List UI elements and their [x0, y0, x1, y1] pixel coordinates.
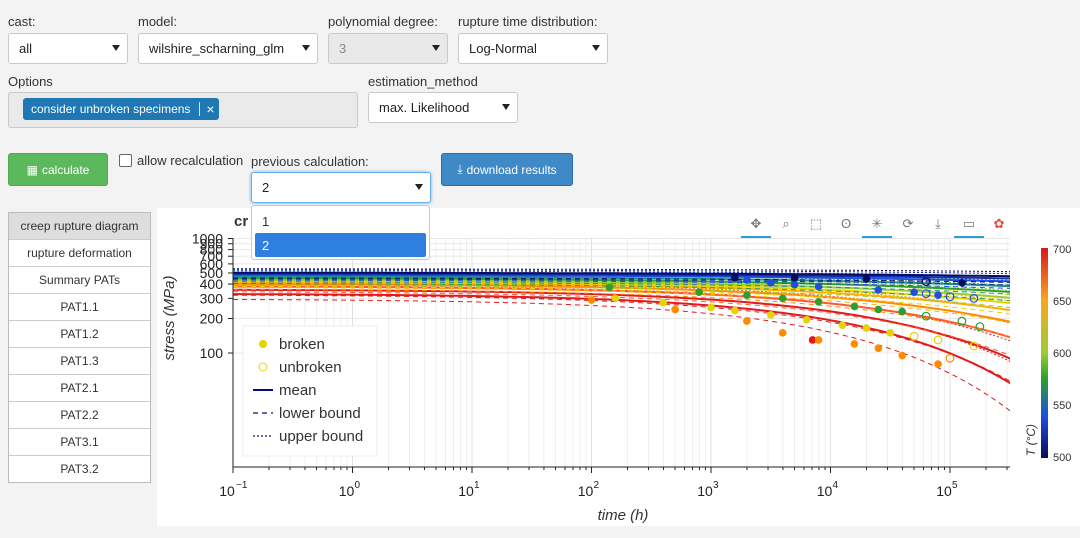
close-icon[interactable]: × [206, 101, 215, 117]
checkbox-box[interactable] [119, 154, 132, 167]
download-results-button[interactable]: ⤓ download results [441, 153, 573, 186]
reset-icon[interactable]: ⟳ [902, 216, 914, 231]
hover-icon[interactable]: ▭ [962, 216, 976, 231]
calculate-button[interactable]: ▦ calculate [8, 153, 108, 186]
pan-icon[interactable]: ✥ [750, 216, 762, 231]
tab-pat1-1[interactable]: PAT1.1 [9, 294, 150, 321]
model-select[interactable]: wilshire_scharning_glm [138, 33, 318, 64]
prev-calc-option-selected[interactable]: 2 [255, 233, 426, 257]
tab-pat1-3[interactable]: PAT1.3 [9, 348, 150, 375]
prev-calc-dropdown: 1 2 [251, 205, 430, 260]
chevron-down-icon [415, 184, 423, 190]
tab-pat2-1[interactable]: PAT2.1 [9, 375, 150, 402]
cast-value: all [19, 41, 33, 56]
rupture-dist-value: Log-Normal [469, 41, 537, 56]
wheel-zoom-active-indicator [862, 236, 892, 238]
tab-pat1-2[interactable]: PAT1.2 [9, 321, 150, 348]
prev-calc-option[interactable]: 1 [262, 213, 270, 229]
estimation-value: max. Likelihood [379, 100, 470, 115]
chevron-down-icon [502, 104, 510, 110]
wheel-zoom-icon[interactable]: ✳ [871, 216, 883, 231]
box-zoom-icon[interactable]: ⌕ [782, 216, 790, 231]
prev-calc-select[interactable]: 2 [251, 172, 431, 203]
options-label: Options [8, 74, 53, 89]
tab-rupture-deformation[interactable]: rupture deformation [9, 240, 150, 267]
tab-pat2-2[interactable]: PAT2.2 [9, 402, 150, 429]
bokeh-logo-icon: ✿ [993, 216, 1005, 231]
pan-active-indicator [741, 236, 771, 238]
tab-pat3-2[interactable]: PAT3.2 [60, 462, 99, 476]
plot-title: cr [234, 213, 249, 230]
hover-active-indicator [954, 236, 984, 238]
model-label: model: [138, 14, 178, 29]
allow-recalc-label: allow recalculation [137, 153, 244, 168]
calculator-icon: ▦ [26, 162, 38, 177]
download-label: download results [466, 162, 557, 177]
estimation-label: estimation_method [368, 74, 478, 89]
tab-creep-rupture[interactable]: creep rupture diagram [9, 213, 150, 240]
options-multiselect[interactable]: consider unbroken specimens × [8, 92, 358, 128]
option-chip[interactable]: consider unbroken specimens × [23, 98, 219, 120]
rupture-dist-label: rupture time distribution: [458, 14, 598, 29]
tab-summary-pats[interactable]: Summary PATs [9, 267, 150, 294]
lasso-icon[interactable]: ʘ [840, 216, 852, 231]
estimation-select[interactable]: max. Likelihood [368, 92, 518, 123]
chevron-down-icon [592, 45, 600, 51]
tab-list: creep rupture diagram rupture deformatio… [8, 212, 151, 483]
prev-calc-value: 2 [262, 180, 270, 195]
poly-degree-select: 3 [328, 33, 448, 64]
poly-degree-label: polynomial degree: [328, 14, 438, 29]
model-value: wilshire_scharning_glm [149, 41, 285, 56]
save-icon[interactable]: ⤓ [935, 216, 941, 231]
box-select-icon[interactable]: ⬚ [809, 216, 823, 231]
chevron-down-icon [432, 45, 440, 51]
chevron-down-icon [112, 45, 120, 51]
prev-calc-label: previous calculation: [251, 154, 369, 169]
poly-degree-value: 3 [339, 41, 347, 56]
calculate-label: calculate [41, 162, 90, 177]
rupture-dist-select[interactable]: Log-Normal [458, 33, 608, 64]
allow-recalc-checkbox[interactable]: allow recalculation [119, 153, 243, 168]
download-icon: ⤓ [457, 162, 463, 176]
cast-label: cast: [8, 14, 36, 29]
option-chip-label: consider unbroken specimens [31, 102, 191, 116]
cast-select[interactable]: all [8, 33, 128, 64]
chevron-down-icon [302, 45, 310, 51]
tab-pat3-1[interactable]: PAT3.1 [9, 429, 150, 456]
